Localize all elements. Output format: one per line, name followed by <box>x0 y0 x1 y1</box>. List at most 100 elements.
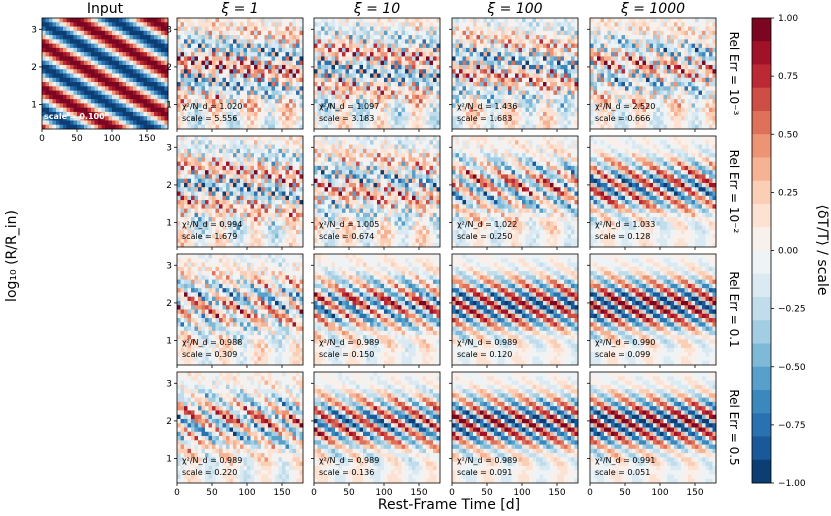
heatmap-cell <box>387 116 392 121</box>
heatmap-cell <box>419 107 423 113</box>
heatmap-cell <box>198 165 202 171</box>
heatmap-cell <box>80 52 85 57</box>
heatmap-cell <box>550 56 554 62</box>
heatmap-cell <box>539 47 544 53</box>
heatmap-cell <box>324 56 329 62</box>
heatmap-cell <box>656 111 661 117</box>
heatmap-cell <box>574 86 579 91</box>
heatmap-cell <box>536 111 540 117</box>
heatmap-cell <box>84 86 88 91</box>
heatmap-cell <box>359 22 364 27</box>
heatmap-cell <box>494 77 498 83</box>
heatmap-cell <box>66 39 71 45</box>
heatmap-cell <box>352 86 357 91</box>
heatmap-cell <box>98 111 102 117</box>
heatmap-cell <box>501 103 505 109</box>
heatmap-cell <box>607 35 612 40</box>
heatmap-cell <box>150 90 155 96</box>
heatmap-cell <box>422 18 427 23</box>
heatmap-cell <box>136 35 141 40</box>
heatmap-cell <box>233 18 237 23</box>
heatmap-cell <box>543 52 547 57</box>
heatmap-cell <box>522 60 526 66</box>
heatmap-cell <box>91 43 95 49</box>
heatmap-cell <box>126 52 130 57</box>
heatmap-cell <box>222 69 227 74</box>
heatmap-cell <box>698 82 703 87</box>
heatmap-cell <box>452 60 456 66</box>
heatmap-cell <box>180 136 185 141</box>
heatmap-cell <box>462 26 467 32</box>
heatmap-cell <box>607 116 612 121</box>
heatmap-cell <box>564 64 568 70</box>
heatmap-cell <box>691 111 696 117</box>
heatmap-cell <box>80 64 85 70</box>
heatmap-cell <box>532 26 537 32</box>
heatmap-cell <box>198 111 202 117</box>
heatmap-cell <box>384 26 388 32</box>
heatmap-cell <box>278 64 283 70</box>
heatmap-cell <box>702 107 706 113</box>
heatmap-cell <box>254 43 258 49</box>
heatmap-cell <box>133 124 137 130</box>
heatmap-cell <box>177 107 181 113</box>
heatmap-cell <box>452 64 456 70</box>
heatmap-cell <box>532 56 537 62</box>
heatmap-cell <box>536 60 540 66</box>
heatmap-cell <box>684 56 689 62</box>
heatmap-cell <box>466 94 470 100</box>
heatmap-cell <box>236 69 241 74</box>
heatmap-cell <box>233 60 237 66</box>
heatmap-cell <box>635 30 640 36</box>
heatmap-cell <box>59 111 64 117</box>
heatmap-cell <box>436 26 441 32</box>
heatmap-cell <box>667 18 671 23</box>
heatmap-cell <box>564 90 568 96</box>
heatmap-cell <box>126 69 130 74</box>
heatmap-cell <box>157 47 162 53</box>
heatmap-cell <box>560 47 565 53</box>
heatmap-cells <box>452 18 579 130</box>
heatmap-cell <box>324 77 329 83</box>
heatmap-cell <box>590 94 594 100</box>
heatmap-cell <box>328 86 332 91</box>
heatmap-cell <box>670 69 675 74</box>
heatmap-cell <box>401 107 406 113</box>
heatmap-cell <box>656 26 661 32</box>
heatmap-cell <box>94 60 99 66</box>
heatmap-cell <box>180 39 185 45</box>
heatmap-cell <box>119 94 123 100</box>
heatmap-cell <box>285 90 290 96</box>
heatmap-cell <box>597 60 601 66</box>
heatmap-cell <box>161 90 165 96</box>
heatmap-cell <box>292 99 297 104</box>
heatmap-cell <box>635 35 640 40</box>
heatmap-cell <box>408 56 413 62</box>
heatmap-cell <box>553 64 558 70</box>
heatmap-cell <box>257 82 262 87</box>
heatmap-cell <box>670 43 675 49</box>
heatmap-cell <box>296 60 300 66</box>
heatmap-cell <box>177 52 181 57</box>
heatmap-cell <box>653 56 657 62</box>
heatmap-cell <box>180 99 185 104</box>
heatmap-cell <box>373 103 378 109</box>
heatmap-cell <box>289 30 293 36</box>
heatmap-cell <box>247 111 251 117</box>
heatmap-cell <box>473 18 477 23</box>
heatmap-cell <box>653 73 657 79</box>
heatmap-cell <box>233 94 237 100</box>
heatmap-cell <box>212 124 216 130</box>
heatmap-cell <box>143 90 148 96</box>
heatmap-cell <box>522 69 526 74</box>
heatmap-cell <box>490 99 495 104</box>
heatmap-cell <box>415 94 420 100</box>
heatmap-cell <box>208 120 213 126</box>
heatmap-cell <box>635 26 640 32</box>
heatmap-cell <box>363 18 367 23</box>
heatmap-cell <box>250 30 255 36</box>
heatmap-cell <box>338 56 343 62</box>
heatmap-cell <box>394 73 399 79</box>
heatmap-cell <box>674 56 678 62</box>
heatmap-cell <box>490 60 495 66</box>
